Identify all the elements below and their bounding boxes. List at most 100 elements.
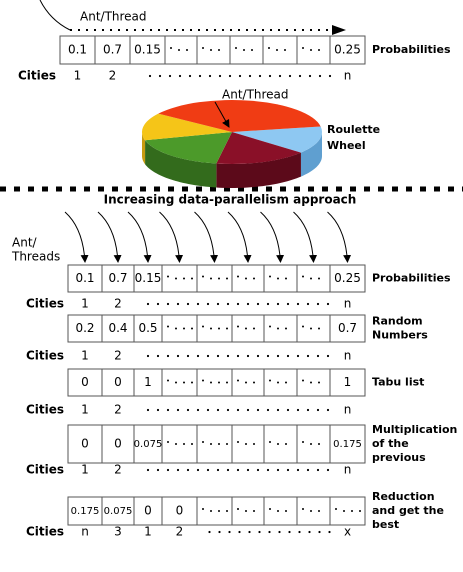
dot <box>288 74 292 78</box>
dot <box>226 510 228 512</box>
dot <box>202 441 204 443</box>
dot <box>186 49 188 51</box>
dot <box>196 408 200 412</box>
dot <box>269 275 271 278</box>
dot <box>196 302 200 306</box>
dot <box>236 302 240 306</box>
dot <box>316 408 320 412</box>
dot <box>216 408 220 412</box>
dot <box>288 530 291 534</box>
dot <box>276 408 280 412</box>
dot <box>302 379 304 382</box>
cell-value: 0.7 <box>103 43 122 57</box>
dot <box>246 302 250 306</box>
arrow <box>293 211 318 263</box>
dot <box>285 327 287 330</box>
dot <box>196 468 200 472</box>
label: and get the <box>372 504 444 517</box>
dot <box>248 530 251 534</box>
dot <box>238 74 242 78</box>
dot <box>206 302 210 306</box>
dot <box>277 510 279 512</box>
dot <box>276 302 280 306</box>
dot <box>310 381 312 384</box>
dot <box>178 49 180 51</box>
dot <box>326 408 330 412</box>
dot <box>284 49 286 51</box>
dot <box>310 277 312 280</box>
dot <box>202 379 204 382</box>
dot <box>306 408 310 412</box>
dot <box>298 530 301 534</box>
city: 1 <box>81 297 89 311</box>
cell-value: 0.4 <box>108 321 127 335</box>
dot <box>218 510 220 512</box>
dot <box>258 530 261 534</box>
dot <box>310 327 312 330</box>
table-row <box>59 35 366 65</box>
label: Ant/ <box>12 236 38 250</box>
dot <box>310 49 312 51</box>
dot <box>310 443 312 445</box>
dot <box>269 379 271 382</box>
dot <box>277 381 279 384</box>
dot <box>218 327 220 330</box>
dot <box>302 325 304 328</box>
dot <box>156 468 160 472</box>
arrow <box>194 211 219 263</box>
cell-value: 0.5 <box>138 321 157 335</box>
label: Tabu list <box>372 376 424 389</box>
dot <box>191 327 193 330</box>
label: Reduction <box>372 490 435 503</box>
dot <box>238 530 241 534</box>
city: 2 <box>114 463 122 477</box>
dot <box>166 408 170 412</box>
city: 2 <box>176 525 184 539</box>
cell-value: 1 <box>344 375 352 389</box>
dot <box>335 508 337 510</box>
dot <box>198 74 202 78</box>
dot <box>246 354 250 358</box>
arrow <box>64 211 89 263</box>
dot <box>245 443 247 445</box>
dot <box>343 510 345 512</box>
label: Probabilities <box>372 272 451 285</box>
dot <box>359 510 361 512</box>
dot <box>269 508 271 510</box>
dot <box>175 277 177 280</box>
arrow <box>127 211 152 263</box>
dot <box>306 468 310 472</box>
dot <box>191 277 193 280</box>
cell-value: 0.075 <box>104 506 133 517</box>
dot <box>218 49 220 51</box>
dot <box>167 441 169 443</box>
dot <box>308 74 312 78</box>
table-row <box>67 368 366 397</box>
dot <box>226 277 228 280</box>
dot <box>166 302 170 306</box>
dot <box>146 408 150 412</box>
title: Increasing data-parallelism approach <box>104 193 357 207</box>
dot <box>285 277 287 280</box>
city: 3 <box>114 525 122 539</box>
pie-slice <box>158 100 321 132</box>
city: n <box>81 525 89 539</box>
dot <box>176 302 180 306</box>
dot <box>206 408 210 412</box>
dot <box>286 354 290 358</box>
dot <box>277 277 279 280</box>
dot <box>175 381 177 384</box>
city: 1 <box>74 69 82 83</box>
dot <box>186 354 190 358</box>
dot <box>156 408 160 412</box>
dot <box>202 325 204 328</box>
cell-value: 0 <box>114 375 122 389</box>
dot <box>318 74 322 78</box>
dot <box>216 302 220 306</box>
thread-label: Ant/Thread <box>80 10 147 24</box>
dot <box>237 325 239 328</box>
city: 1 <box>144 525 152 539</box>
dot <box>246 468 250 472</box>
cell-value: 0.075 <box>134 439 163 450</box>
dot <box>206 354 210 358</box>
